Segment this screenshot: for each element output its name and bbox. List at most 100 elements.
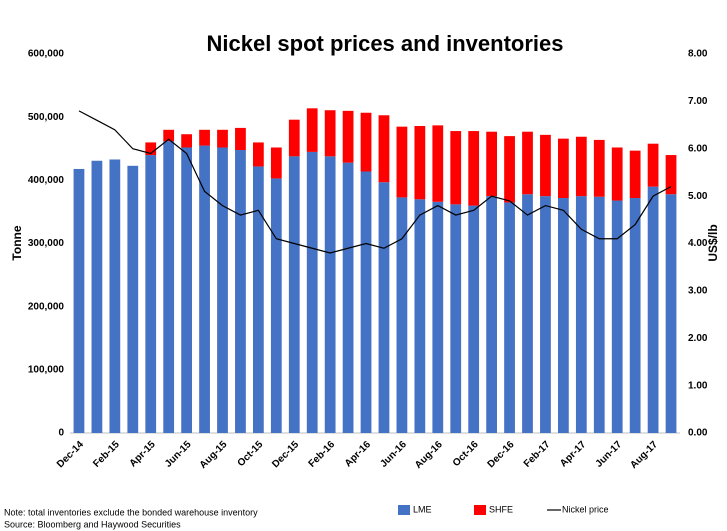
x-tick-label: Jun-15	[163, 439, 194, 470]
bar	[575, 196, 587, 433]
bar	[629, 198, 641, 433]
bar	[575, 136, 587, 197]
bar	[163, 129, 175, 142]
bar	[199, 145, 210, 433]
bar	[324, 110, 336, 157]
bar	[217, 147, 228, 433]
bar	[235, 150, 246, 433]
bar	[235, 127, 246, 151]
x-tick-label: Jun-16	[378, 439, 409, 470]
bar	[342, 110, 354, 163]
chart-title: Nickel spot prices and inventories	[206, 31, 563, 56]
x-tick-label: Apr-15	[128, 439, 158, 469]
y-tick-label: 200,000	[28, 301, 65, 312]
bar	[270, 178, 282, 433]
note: Source: Bloomberg and Haywood Securities	[4, 519, 181, 529]
x-tick-label: Apr-16	[343, 439, 373, 469]
legend-swatch	[474, 505, 486, 515]
bar	[342, 162, 354, 433]
legend-label: SHFE	[489, 504, 513, 514]
y2-tick-label: 0.00	[688, 428, 708, 439]
price-line	[78, 110, 672, 254]
bar	[665, 194, 677, 433]
x-tick-label: Jun-17	[594, 439, 625, 470]
bar	[504, 136, 515, 203]
y2-axis-title: US$/lb	[706, 224, 720, 261]
bar	[540, 134, 551, 197]
bar	[558, 198, 569, 433]
bar	[450, 204, 462, 433]
x-tick-label: Feb-17	[522, 439, 553, 470]
bar	[593, 139, 605, 197]
bar	[253, 166, 264, 434]
bar	[288, 119, 300, 157]
bar	[199, 129, 210, 146]
bar	[522, 131, 533, 195]
bar	[181, 147, 192, 433]
x-tick-label: Oct-16	[451, 439, 481, 469]
bar	[414, 199, 426, 433]
bar	[611, 200, 623, 433]
bar	[468, 131, 480, 206]
bar	[360, 112, 372, 172]
bar	[486, 196, 497, 433]
bar	[109, 159, 121, 433]
y-tick-label: 300,000	[28, 238, 65, 249]
bar	[540, 196, 551, 433]
legend-label: LME	[413, 504, 432, 514]
bar	[181, 134, 192, 148]
bar	[504, 202, 515, 433]
y2-tick-label: 7.00	[688, 96, 708, 107]
y2-tick-label: 1.00	[688, 380, 708, 391]
y2-tick-label: 8.00	[688, 49, 708, 60]
legend-label: Nickel price	[562, 504, 609, 514]
y-tick-label: 600,000	[28, 49, 65, 60]
bar	[378, 115, 390, 183]
bar	[414, 126, 426, 200]
bar	[522, 194, 533, 433]
x-tick-label: Aug-17	[628, 439, 660, 471]
x-tick-label: Feb-15	[91, 439, 122, 470]
bar	[629, 150, 641, 199]
bar	[163, 141, 175, 434]
bar	[378, 182, 390, 433]
x-tick-label: Apr-17	[558, 439, 588, 469]
bar	[270, 147, 282, 179]
bar	[306, 108, 318, 152]
bar	[396, 197, 408, 433]
x-tick-label: Dec-14	[55, 439, 86, 470]
bar	[127, 165, 139, 433]
bar	[432, 125, 444, 202]
bar	[360, 171, 372, 434]
bar	[145, 142, 157, 156]
bar	[593, 196, 605, 433]
bar	[91, 160, 103, 434]
bar	[306, 151, 318, 434]
x-tick-label: Feb-16	[307, 439, 338, 470]
bar	[468, 205, 480, 433]
bar	[611, 147, 623, 201]
bar	[450, 131, 462, 205]
x-tick-label: Aug-16	[413, 439, 445, 471]
y-tick-label: 100,000	[28, 364, 65, 375]
bar	[486, 131, 497, 197]
x-tick-label: Dec-16	[486, 439, 517, 470]
bar	[665, 155, 677, 195]
y2-tick-label: 5.00	[688, 191, 708, 202]
bar	[647, 186, 659, 433]
y2-tick-label: 6.00	[688, 143, 708, 154]
y-axis-title: Tonne	[10, 225, 24, 260]
bar	[73, 168, 85, 434]
bar	[647, 143, 659, 187]
bar	[324, 156, 336, 433]
bar	[396, 126, 408, 198]
x-tick-label: Aug-15	[198, 439, 230, 471]
y-tick-label: 0	[58, 428, 64, 439]
legend-swatch	[398, 505, 410, 515]
bar	[288, 156, 300, 433]
note: Note: total inventories exclude the bond…	[4, 507, 258, 517]
bar	[558, 138, 569, 199]
y2-tick-label: 2.00	[688, 333, 708, 344]
